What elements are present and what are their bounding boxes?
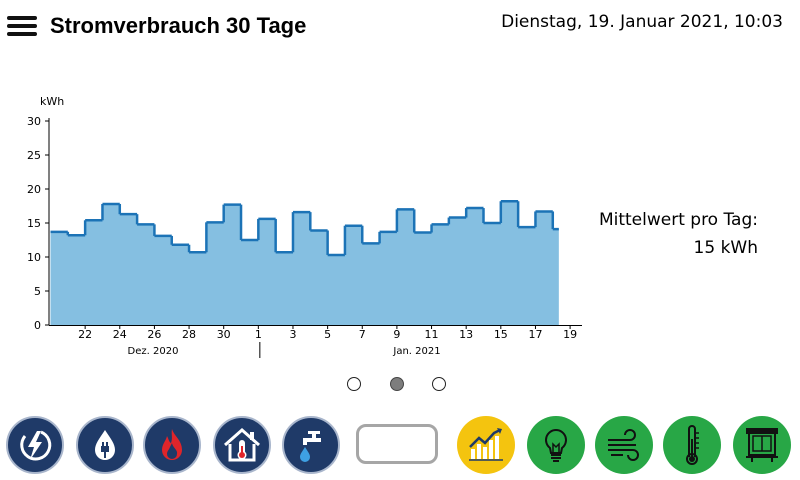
daily-average-value: 15 kWh: [693, 238, 758, 258]
chart-button[interactable]: [457, 416, 515, 474]
x-tick-label: 7: [359, 328, 366, 341]
window-icon: [746, 428, 778, 462]
x-tick-label: 1: [255, 328, 262, 341]
lightbulb-icon: [545, 428, 567, 462]
gas-button[interactable]: [143, 416, 201, 474]
x-tick-label: 26: [147, 328, 161, 341]
y-tick-label: 20: [27, 183, 41, 196]
x-tick-label: 24: [113, 328, 127, 341]
water-power-button[interactable]: [76, 416, 134, 474]
daily-average-label: Mittelwert pro Tag:: [598, 210, 758, 230]
x-tick-label: 5: [324, 328, 331, 341]
page-title: Stromverbrauch 30 Tage: [50, 13, 307, 38]
thermometer-icon: [686, 425, 699, 465]
y-axis-label: kWh: [40, 95, 64, 108]
x-tick-label: 3: [289, 328, 296, 341]
light-button[interactable]: [527, 416, 585, 474]
x-tick-label: 30: [217, 328, 231, 341]
x-tick-label: 22: [78, 328, 92, 341]
chart-icon: [469, 428, 503, 461]
water-drop-plug-icon: [95, 430, 115, 460]
x-tick-label: 11: [425, 328, 439, 341]
wind-icon: [608, 429, 639, 461]
page-dot-3[interactable]: [432, 377, 446, 391]
x-tick-label: 9: [393, 328, 400, 341]
page-indicator: [0, 377, 800, 393]
y-tick-label: 30: [27, 115, 41, 128]
y-tick-label: 0: [34, 319, 41, 332]
x-tick-label: 17: [528, 328, 542, 341]
window-button[interactable]: [733, 416, 791, 474]
x-tick-label: 28: [182, 328, 196, 341]
y-tick-label: 10: [27, 251, 41, 264]
bottom-nav: [0, 410, 800, 480]
empty-button[interactable]: [356, 424, 438, 464]
datetime: Dienstag, 19. Januar 2021, 10:03: [501, 12, 783, 32]
house-temp-button[interactable]: [213, 416, 271, 474]
house-thermometer-icon: [224, 427, 260, 462]
daily-average: Mittelwert pro Tag: 15 kWh: [599, 206, 758, 262]
tap-icon: [300, 431, 321, 462]
menu-icon[interactable]: [7, 16, 37, 36]
x-tick-label: 15: [494, 328, 508, 341]
x-tick-label: 19: [563, 328, 577, 341]
y-tick-label: 5: [34, 285, 41, 298]
x-tick-label: 13: [459, 328, 473, 341]
power-button[interactable]: [6, 416, 64, 474]
flame-icon: [162, 429, 182, 460]
thermometer-button[interactable]: [663, 416, 721, 474]
y-tick-label: 15: [27, 217, 41, 230]
lightning-icon: [20, 430, 52, 461]
month-label-jan: Jan. 2021: [392, 346, 440, 357]
page-dot-2[interactable]: [390, 377, 404, 391]
y-tick-label: 25: [27, 149, 41, 162]
water-tap-button[interactable]: [282, 416, 340, 474]
month-label-dec: Dez. 2020: [128, 346, 179, 357]
page-dot-1[interactable]: [347, 377, 361, 391]
wind-button[interactable]: [595, 416, 653, 474]
